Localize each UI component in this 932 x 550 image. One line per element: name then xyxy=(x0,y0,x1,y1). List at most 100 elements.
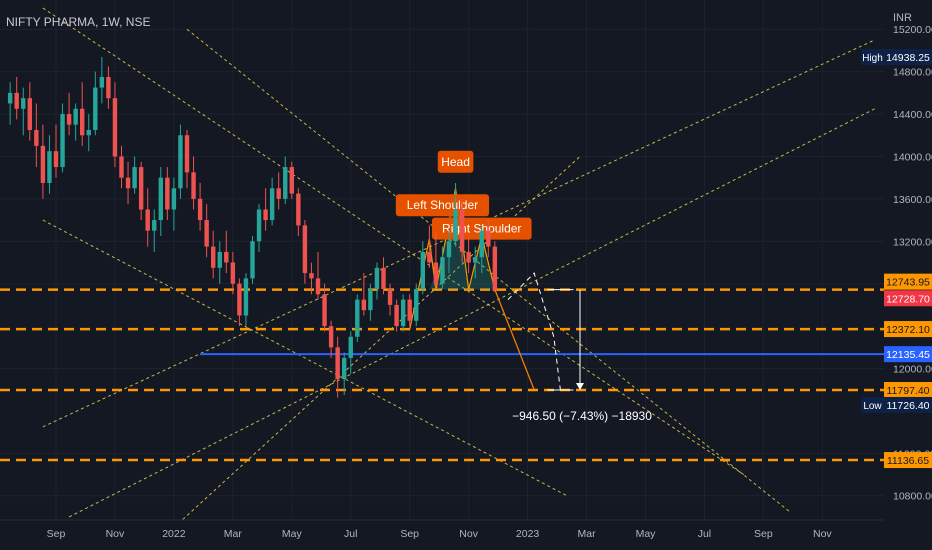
time-axis-bg xyxy=(0,520,884,550)
candle-body xyxy=(27,98,32,130)
time-tick-label: 2022 xyxy=(162,528,186,540)
candle-body xyxy=(433,262,439,284)
price-tick-label: 14000.00 xyxy=(893,151,932,163)
candle-body xyxy=(40,145,46,183)
price-axis: 10800.0011200.0012000.0012800.0013200.00… xyxy=(861,0,932,550)
time-tick-label: Sep xyxy=(47,528,66,540)
time-tick-label: Sep xyxy=(754,528,773,540)
level-badge xyxy=(884,273,932,290)
low-tag xyxy=(861,396,884,413)
low-value-badge xyxy=(884,396,932,413)
candle-body xyxy=(47,151,52,183)
candle-body xyxy=(283,167,288,199)
candle-body xyxy=(420,251,425,290)
level-badge-text: 12135.45 xyxy=(886,349,930,361)
currency-label: INR xyxy=(893,12,912,24)
measure-label: −946.50 (−7.43%) −18930 xyxy=(512,409,652,423)
candle-body xyxy=(440,257,445,284)
candle-body xyxy=(446,241,452,258)
candle-body xyxy=(355,299,360,337)
pattern-label-box xyxy=(437,150,474,173)
level-badge-text: 12372.10 xyxy=(886,324,930,336)
candle-body xyxy=(453,209,458,242)
candle-body xyxy=(237,283,242,316)
high-tag-text: High xyxy=(862,53,883,64)
candles xyxy=(7,57,498,398)
candle-body xyxy=(394,304,399,327)
time-tick-label: Sep xyxy=(400,528,419,540)
time-tick-label: Nov xyxy=(813,528,832,540)
projection-tools: −946.50 (−7.43%) −18930 xyxy=(494,272,652,423)
candle-body xyxy=(381,267,386,290)
candle-body xyxy=(197,198,203,221)
candle-body xyxy=(14,92,19,109)
pattern-label: Left Shoulder xyxy=(395,194,490,217)
level-badge-text: 11136.65 xyxy=(887,455,929,467)
candle-body xyxy=(387,289,393,305)
candle-body xyxy=(106,76,111,99)
candle-body xyxy=(211,246,216,268)
high-value-badge xyxy=(884,49,932,65)
candle-body xyxy=(178,135,183,189)
time-axis: Sep Nov 2022 Mar May Jul Sep Nov 2023 Mar May Jul Se… xyxy=(0,519,884,550)
candle-body xyxy=(53,151,59,168)
candle-body xyxy=(250,241,255,279)
candle-body xyxy=(119,156,124,178)
candle-body xyxy=(125,177,131,189)
candle-body xyxy=(86,129,91,136)
horizontal-levels xyxy=(0,288,884,462)
candle-body xyxy=(217,251,222,268)
candle-body xyxy=(400,299,406,327)
candle-body xyxy=(348,336,353,358)
candle-body xyxy=(276,188,281,199)
level-badge-text: 11797.40 xyxy=(886,385,929,397)
low-value-text: 11726.40 xyxy=(886,400,929,412)
chart-grid xyxy=(0,0,884,520)
measure-arrow xyxy=(576,383,584,390)
pattern-label-text: Head xyxy=(441,155,470,169)
candle-body xyxy=(322,294,327,327)
low-tag-text: Low xyxy=(863,401,882,412)
time-tick-label: 2023 xyxy=(516,528,540,540)
price-tick-label: 13200.00 xyxy=(893,236,932,248)
candle-body xyxy=(191,172,196,199)
candle-body xyxy=(342,357,347,380)
level-badge xyxy=(884,452,932,469)
candle-body xyxy=(7,92,13,104)
candle-body xyxy=(414,289,419,321)
projection-orange-line xyxy=(494,289,535,390)
candle-body xyxy=(479,230,484,258)
candle-body xyxy=(427,251,432,263)
pattern-label-box xyxy=(395,194,490,217)
candle-body xyxy=(93,87,98,130)
candle-body xyxy=(296,193,301,226)
candle-body xyxy=(73,108,78,125)
candle-body xyxy=(374,267,380,290)
trendline xyxy=(42,7,745,475)
candle-body xyxy=(171,188,177,210)
time-tick-label: Mar xyxy=(578,528,597,540)
price-tick-label: 12000.00 xyxy=(893,364,932,376)
price-tick-label: 14400.00 xyxy=(893,109,932,121)
candle-body xyxy=(60,114,65,168)
candle-body xyxy=(309,273,314,279)
candle-body xyxy=(80,108,85,136)
trendline xyxy=(186,28,790,513)
candle-body xyxy=(243,278,249,316)
candle-body xyxy=(132,167,137,189)
chart-title: NIFTY PHARMA, 1W, NSE xyxy=(6,15,151,29)
candle-body xyxy=(256,209,262,242)
trendline xyxy=(42,219,568,497)
pattern-label: Head xyxy=(437,150,474,173)
price-tick-label: 15200.00 xyxy=(893,24,932,36)
candle-body xyxy=(145,209,150,231)
candle-body xyxy=(368,289,373,311)
pattern-label-text: Left Shoulder xyxy=(407,198,478,212)
time-tick-label: May xyxy=(282,528,303,540)
candle-body xyxy=(335,347,340,380)
time-tick-label: Jul xyxy=(344,528,357,540)
candle-body xyxy=(224,251,229,263)
candle-body xyxy=(269,188,275,221)
candle-body xyxy=(99,76,105,88)
